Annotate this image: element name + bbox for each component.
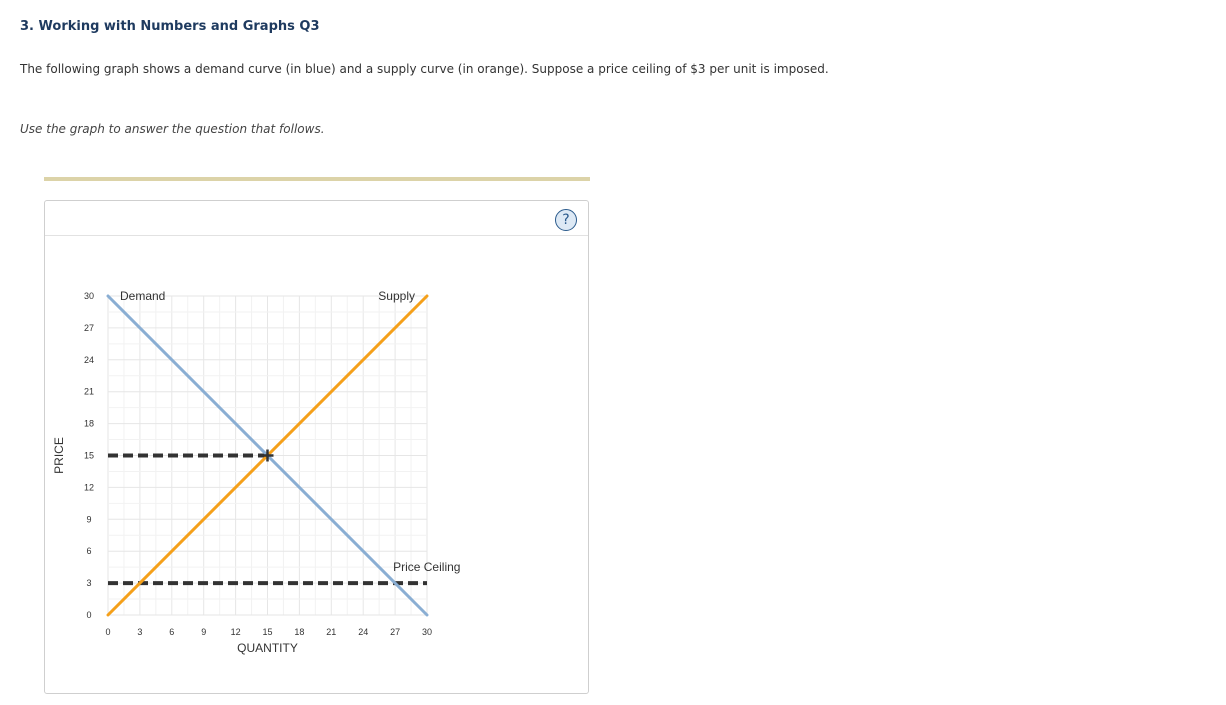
equilibrium-marker[interactable] bbox=[261, 449, 274, 462]
x-axis-label: QUANTITY bbox=[237, 641, 298, 655]
y-tick-label: 12 bbox=[84, 482, 94, 492]
price-ceiling-label: Price Ceiling bbox=[393, 560, 460, 574]
graph-panel: ? 0 3 6 9 12 15 18 21 24 27 30 0 3 6 9 12 15 18 21 24 27 30 … bbox=[44, 200, 589, 694]
y-tick-label: 0 bbox=[86, 610, 91, 620]
supply-demand-chart[interactable]: 0 3 6 9 12 15 18 21 24 27 30 0 3 6 9 12 15 18 21 24 27 30 De… bbox=[45, 201, 590, 695]
x-tick-label: 15 bbox=[262, 627, 272, 637]
y-tick-label: 15 bbox=[84, 451, 94, 461]
dashed-lines bbox=[108, 453, 427, 586]
x-tick-label: 6 bbox=[169, 627, 174, 637]
y-axis-label: PRICE bbox=[52, 437, 66, 474]
x-tick-label: 3 bbox=[137, 627, 142, 637]
y-tick-label: 21 bbox=[84, 387, 94, 397]
x-tick-labels: 0 3 6 9 12 15 18 21 24 27 30 bbox=[105, 627, 432, 637]
question-instruction: Use the graph to answer the question tha… bbox=[20, 122, 325, 136]
x-tick-label: 30 bbox=[422, 627, 432, 637]
x-tick-label: 18 bbox=[294, 627, 304, 637]
question-text: The following graph shows a demand curve… bbox=[20, 62, 829, 76]
y-tick-label: 6 bbox=[86, 546, 91, 556]
y-tick-labels: 0 3 6 9 12 15 18 21 24 27 30 bbox=[84, 291, 94, 620]
supply-label: Supply bbox=[378, 289, 415, 303]
y-tick-label: 27 bbox=[84, 323, 94, 333]
question-title: 3. Working with Numbers and Graphs Q3 bbox=[20, 19, 320, 34]
y-tick-label: 3 bbox=[86, 578, 91, 588]
x-tick-label: 21 bbox=[326, 627, 336, 637]
y-tick-label: 30 bbox=[84, 291, 94, 301]
x-tick-label: 12 bbox=[231, 627, 241, 637]
x-tick-label: 27 bbox=[390, 627, 400, 637]
x-tick-label: 0 bbox=[105, 627, 110, 637]
help-icon[interactable]: ? bbox=[555, 209, 577, 231]
divider bbox=[44, 177, 590, 181]
graph-toolbar: ? bbox=[45, 201, 588, 236]
x-tick-label: 9 bbox=[201, 627, 206, 637]
y-tick-label: 24 bbox=[84, 355, 94, 365]
y-tick-label: 18 bbox=[84, 419, 94, 429]
x-tick-label: 24 bbox=[358, 627, 368, 637]
y-tick-label: 9 bbox=[86, 514, 91, 524]
demand-label: Demand bbox=[120, 289, 165, 303]
